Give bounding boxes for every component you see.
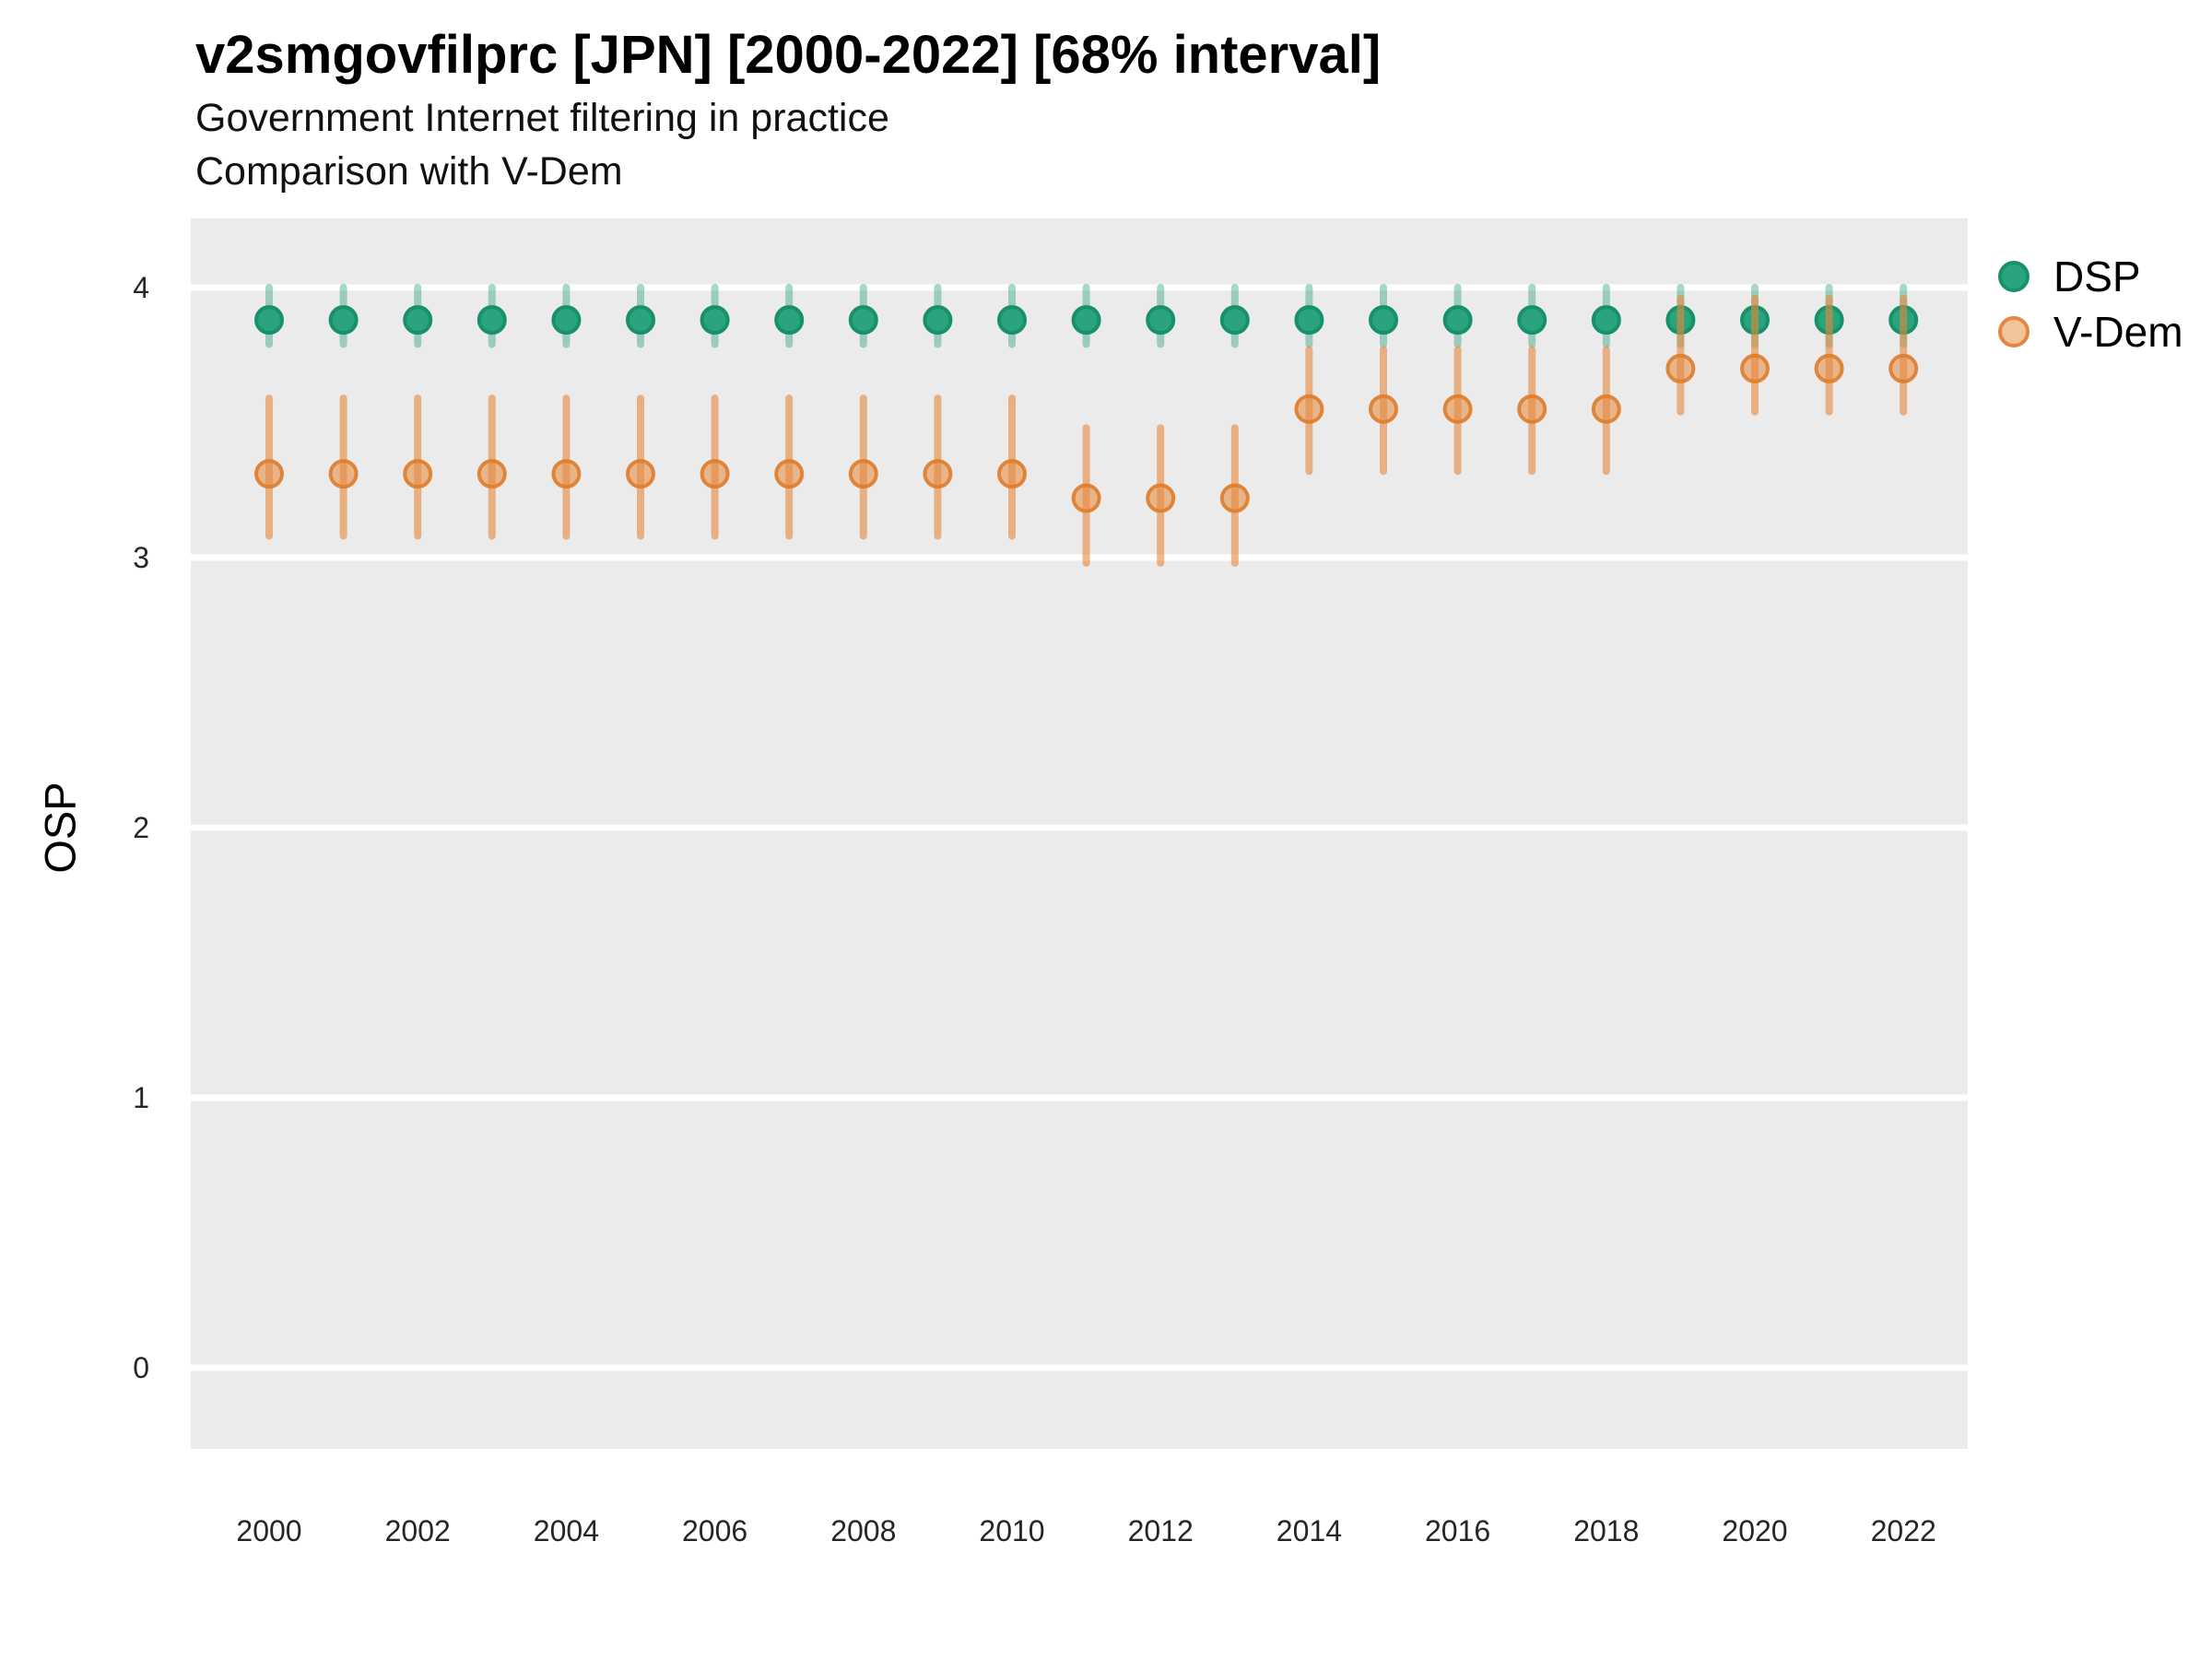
data-point-v-dem-2011	[1071, 483, 1101, 513]
data-point-dsp-2004	[551, 305, 582, 335]
chart-subtitle-line1: Government Internet filtering in practic…	[195, 96, 889, 140]
data-point-dsp-2005	[626, 305, 655, 335]
y-tick-label-1: 1	[133, 1081, 149, 1114]
x-tick-label-2002: 2002	[384, 1514, 451, 1547]
data-point-v-dem-2012	[1146, 483, 1176, 513]
legend-label-dsp: DSP	[2053, 253, 2141, 300]
data-point-dsp-2001	[328, 305, 359, 335]
data-point-v-dem-2020	[1740, 353, 1770, 383]
data-point-v-dem-2007	[774, 459, 805, 489]
x-tick-label-2004: 2004	[533, 1514, 599, 1547]
dsp-point-icon	[1998, 261, 2030, 292]
vdem-point-icon	[1998, 316, 2030, 347]
data-point-dsp-2003	[477, 305, 507, 335]
data-point-dsp-2017	[1517, 305, 1547, 335]
data-point-v-dem-2015	[1369, 394, 1398, 424]
data-point-v-dem-2017	[1517, 394, 1547, 424]
data-point-dsp-2008	[848, 305, 878, 335]
data-point-v-dem-2000	[254, 459, 284, 489]
legend-item-vdem: V-Dem	[1989, 304, 2183, 359]
data-point-dsp-2006	[700, 305, 730, 335]
x-tick-label-2014: 2014	[1276, 1514, 1342, 1547]
x-tick-label-2018: 2018	[1573, 1514, 1640, 1547]
data-point-dsp-2018	[1591, 305, 1621, 335]
legend-label-vdem: V-Dem	[2053, 308, 2183, 356]
y-tick-label-3: 3	[133, 541, 149, 574]
data-point-v-dem-2018	[1591, 394, 1621, 424]
panel-background	[191, 218, 1968, 1449]
data-point-dsp-2014	[1294, 305, 1324, 335]
x-tick-label-2010: 2010	[979, 1514, 1045, 1547]
data-point-dsp-2013	[1219, 305, 1250, 335]
data-point-v-dem-2008	[848, 459, 878, 489]
y-tick-label-4: 4	[133, 271, 149, 304]
legend: DSP V-Dem	[1989, 249, 2183, 359]
data-point-v-dem-2006	[700, 459, 730, 489]
x-tick-label-2012: 2012	[1127, 1514, 1194, 1547]
data-point-v-dem-2002	[403, 459, 433, 489]
data-point-v-dem-2019	[1665, 353, 1696, 383]
chart-subtitle-line2: Comparison with V-Dem	[195, 149, 623, 194]
x-tick-label-2008: 2008	[830, 1514, 897, 1547]
data-point-dsp-2007	[774, 305, 805, 335]
data-point-dsp-2012	[1146, 305, 1176, 335]
data-point-dsp-2011	[1071, 305, 1101, 335]
data-point-v-dem-2022	[1888, 353, 1919, 383]
data-point-dsp-2002	[403, 305, 433, 335]
data-point-v-dem-2021	[1814, 353, 1844, 383]
chart-title: v2smgovfilprc [JPN] [2000-2022] [68% int…	[195, 25, 1382, 85]
y-tick-label-2: 2	[133, 811, 149, 844]
data-point-dsp-2010	[997, 305, 1027, 335]
x-tick-label-2022: 2022	[1870, 1514, 1936, 1547]
data-point-v-dem-2001	[328, 459, 359, 489]
data-point-v-dem-2004	[551, 459, 582, 489]
data-point-v-dem-2003	[477, 459, 507, 489]
data-point-v-dem-2013	[1219, 483, 1250, 513]
legend-item-dsp: DSP	[1989, 249, 2183, 304]
data-point-dsp-2015	[1369, 305, 1398, 335]
data-point-dsp-2000	[254, 305, 284, 335]
x-tick-label-2020: 2020	[1722, 1514, 1788, 1547]
data-point-v-dem-2016	[1442, 394, 1473, 424]
x-tick-label-2006: 2006	[682, 1514, 748, 1547]
y-tick-label-0: 0	[133, 1351, 149, 1384]
data-point-v-dem-2014	[1294, 394, 1324, 424]
data-point-v-dem-2005	[626, 459, 655, 489]
data-point-v-dem-2009	[923, 459, 953, 489]
data-point-v-dem-2010	[997, 459, 1027, 489]
x-tick-label-2016: 2016	[1425, 1514, 1491, 1547]
data-point-dsp-2009	[923, 305, 953, 335]
x-tick-label-2000: 2000	[236, 1514, 302, 1547]
data-point-dsp-2016	[1442, 305, 1473, 335]
